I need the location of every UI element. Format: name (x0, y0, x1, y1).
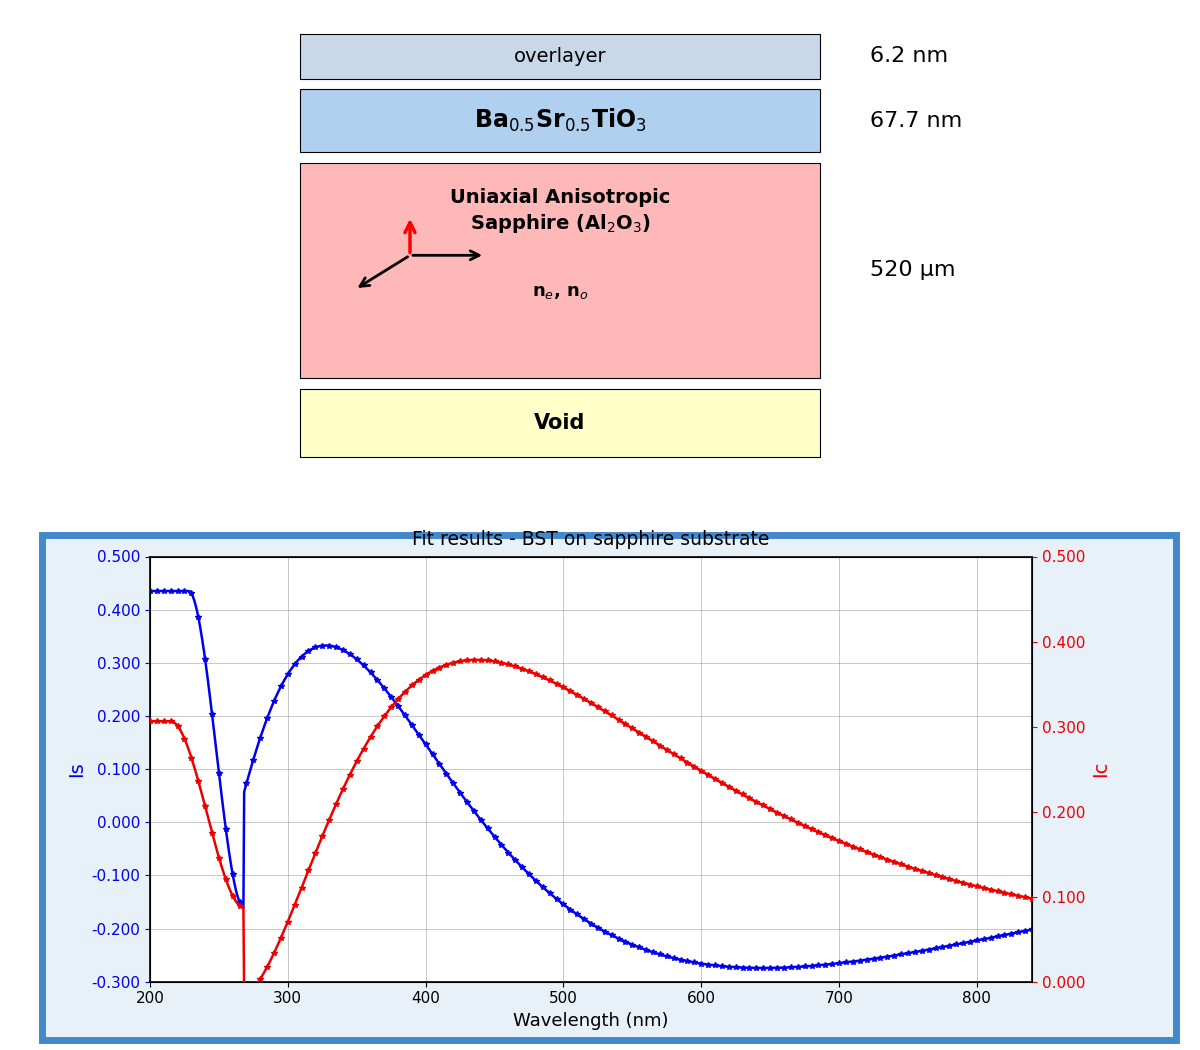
X-axis label: Wavelength (nm): Wavelength (nm) (514, 1012, 668, 1030)
Text: 6.2 nm: 6.2 nm (870, 46, 948, 66)
Text: n$_e$, n$_o$: n$_e$, n$_o$ (532, 282, 588, 301)
Bar (300, 34, 820, 79)
Bar (300, 163, 820, 378)
Bar (300, 388, 820, 457)
Text: Ba$_{0.5}$Sr$_{0.5}$TiO$_3$: Ba$_{0.5}$Sr$_{0.5}$TiO$_3$ (474, 107, 647, 134)
Text: 520 μm: 520 μm (870, 260, 955, 280)
Y-axis label: Is: Is (67, 761, 85, 777)
Text: 67.7 nm: 67.7 nm (870, 110, 962, 131)
Y-axis label: Ic: Ic (1091, 761, 1110, 777)
Text: overlayer: overlayer (514, 47, 606, 66)
Bar (300, 89, 820, 152)
Text: Sapphire (Al$_2$O$_3$): Sapphire (Al$_2$O$_3$) (469, 211, 650, 234)
Text: Void: Void (534, 413, 586, 433)
Title: Fit results - BST on sapphire substrate: Fit results - BST on sapphire substrate (413, 530, 769, 549)
Text: Uniaxial Anisotropic: Uniaxial Anisotropic (450, 188, 670, 207)
FancyBboxPatch shape (42, 536, 1176, 1040)
